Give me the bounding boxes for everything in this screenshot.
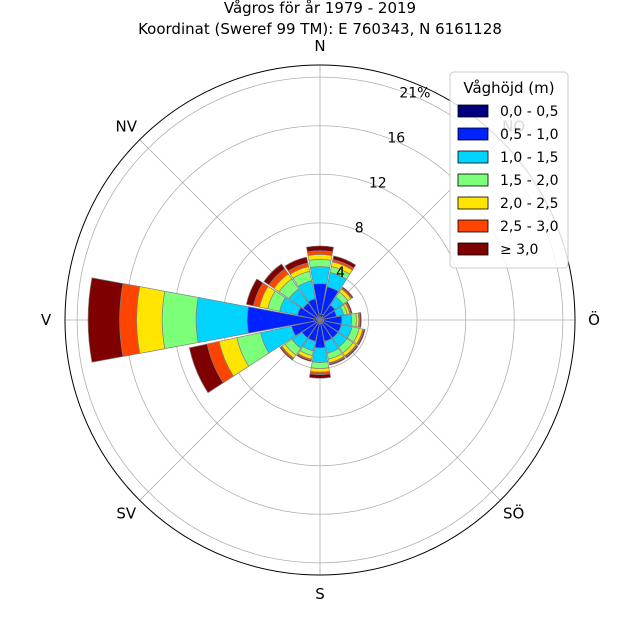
legend-entry-label: 1,5 - 2,0	[500, 173, 558, 189]
sector-180-bin-3	[310, 361, 330, 369]
sector-90-bin-2	[341, 313, 352, 327]
legend-swatch	[457, 127, 489, 141]
legend-swatch	[457, 196, 489, 210]
sector-270-bin-5	[119, 283, 141, 357]
sector-0-bin-2	[309, 266, 331, 285]
direction-label: SÖ	[503, 504, 524, 523]
sector-112.5-bin-6	[357, 328, 366, 346]
legend: Våghöjd (m) 0,0 - 0,5 0,5 - 1,0 1,0 - 1,5 1,…	[449, 71, 569, 269]
radial-ticks: 4 8 12 16 21%	[336, 86, 430, 282]
sector-292.5-bin-6	[245, 278, 264, 307]
sector-247.5-bin-6	[188, 343, 224, 394]
sector-90-bin-6	[358, 312, 362, 328]
sector-225-bin-6	[279, 346, 294, 361]
legend-swatch	[457, 219, 489, 233]
legend-swatch	[457, 242, 489, 256]
direction-label: N	[314, 37, 325, 55]
legend-entry-label: 0,5 - 1,0	[500, 127, 558, 143]
chart-title: Vågros för år 1979 - 2019	[224, 0, 416, 17]
legend-swatch	[457, 150, 489, 164]
sector-135-bin-6	[344, 344, 359, 359]
rose-sectors	[87, 245, 366, 394]
sector-337.5-bin-6	[284, 256, 309, 272]
sector-0-bin-3	[308, 258, 332, 268]
radial-tick-label: 16	[387, 131, 405, 147]
sector-0-bin-6	[306, 245, 334, 253]
radial-tick-label: 21%	[399, 86, 430, 102]
legend-entry-label: 2,0 - 2,5	[500, 196, 558, 212]
sector-270-bin-6	[87, 277, 124, 363]
sector-270-bin-2	[195, 297, 249, 343]
sector-45-bin-6	[341, 286, 354, 299]
sector-90-bin-3	[350, 312, 357, 328]
radial-tick-label: 12	[369, 175, 387, 191]
outer-frame	[64, 64, 576, 576]
sector-180-bin-2	[311, 347, 329, 363]
legend-swatch	[457, 104, 489, 118]
direction-label: V	[41, 311, 52, 329]
legend-entry-label: 1,0 - 1,5	[500, 150, 558, 166]
sector-157.5-bin-6	[328, 357, 346, 366]
sector-270-bin-4	[136, 286, 166, 354]
direction-label: Ö	[588, 310, 600, 329]
sector-67.5-bin-6	[345, 301, 353, 314]
legend-title: Våghöjd (m)	[463, 79, 554, 97]
legend-box	[449, 71, 569, 269]
legend-entry-label: ≥ 3,0	[500, 242, 538, 258]
chart-subtitle: Koordinat (Sweref 99 TM): E 760343, N 61…	[138, 20, 502, 38]
radial-tick-label: 4	[336, 265, 345, 281]
legend-swatch	[457, 173, 489, 187]
sector-315-bin-6	[263, 263, 286, 286]
legend-entry-label: 0,0 - 0,5	[500, 104, 558, 120]
legend-entry-label: 2,5 - 3,0	[500, 219, 558, 235]
sector-180-bin-6	[308, 373, 332, 379]
direction-label: SV	[116, 505, 137, 523]
radial-tick-label: 8	[355, 220, 364, 236]
sector-202.5-bin-6	[296, 354, 312, 362]
direction-label: NV	[116, 117, 138, 135]
direction-label: S	[315, 585, 325, 603]
sector-270-bin-3	[161, 290, 199, 350]
sector-22.5-bin-6	[332, 255, 357, 269]
